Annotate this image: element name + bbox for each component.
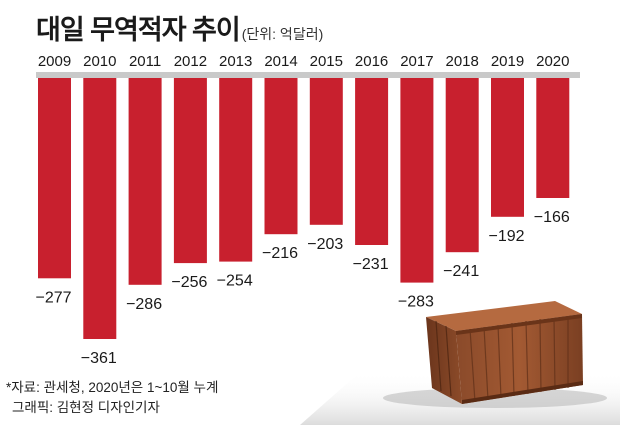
value-label: −283: [398, 294, 434, 311]
bar-2011: [128, 78, 162, 285]
chart-title: 대일 무역적자 추이: [36, 15, 241, 45]
value-label: −203: [307, 236, 343, 253]
value-label: −254: [217, 273, 253, 290]
bar-2014: [264, 78, 298, 235]
bars-group: [38, 78, 570, 339]
bar-2018: [445, 78, 479, 253]
bar-2019: [491, 78, 524, 217]
bar-2013: [219, 78, 253, 262]
bar-2015: [309, 78, 343, 225]
value-labels: −277 −361 −286 −256 −254 −216 −203 −231 −283 −241…: [35, 209, 569, 367]
baseline: [36, 72, 580, 78]
bar-2016: [355, 78, 389, 245]
x-tick-label: 2014: [264, 53, 297, 70]
bar-2012: [173, 78, 207, 264]
bar-2020: [536, 78, 570, 198]
x-tick-labels: 2009 2010 2011 2012 2013 2014 2015 2016 2017 2018…: [38, 53, 570, 70]
x-tick-label: 2015: [310, 53, 343, 70]
value-label: −216: [262, 245, 298, 262]
value-label: −277: [35, 289, 71, 306]
value-label: −192: [488, 228, 524, 245]
credit-line: 그래픽: 김현정 디자인기자: [12, 400, 160, 415]
source-note: *자료: 관세청, 2020년은 1~10월 누계: [6, 380, 219, 395]
bar-2009: [38, 78, 71, 279]
unit-note: (단위: 억달러): [241, 26, 324, 42]
x-tick-label: 2013: [219, 53, 252, 70]
x-tick-label: 2012: [174, 53, 207, 70]
x-tick-label: 2016: [355, 53, 388, 70]
x-tick-label: 2009: [38, 53, 71, 70]
footer: *자료: 관세청, 2020년은 1~10월 누계 그래픽: 김현정 디자인기자: [6, 378, 218, 418]
x-tick-label: 2017: [400, 53, 433, 70]
value-label: −286: [126, 296, 162, 313]
x-tick-label: 2011: [129, 53, 161, 70]
value-label: −361: [81, 350, 117, 367]
shipping-container-icon: [383, 301, 607, 408]
title-row: 대일 무역적자 추이 (단위: 억달러): [36, 8, 323, 47]
x-tick-label: 2018: [446, 53, 479, 70]
value-label: −166: [534, 209, 570, 226]
value-label: −256: [171, 274, 207, 291]
bar-2017: [400, 78, 434, 283]
bar-2010: [83, 78, 117, 339]
value-label: −241: [443, 263, 479, 280]
x-tick-label: 2019: [491, 53, 524, 70]
value-label: −231: [353, 256, 389, 273]
x-tick-label: 2010: [83, 53, 116, 70]
x-tick-label: 2020: [536, 53, 569, 70]
